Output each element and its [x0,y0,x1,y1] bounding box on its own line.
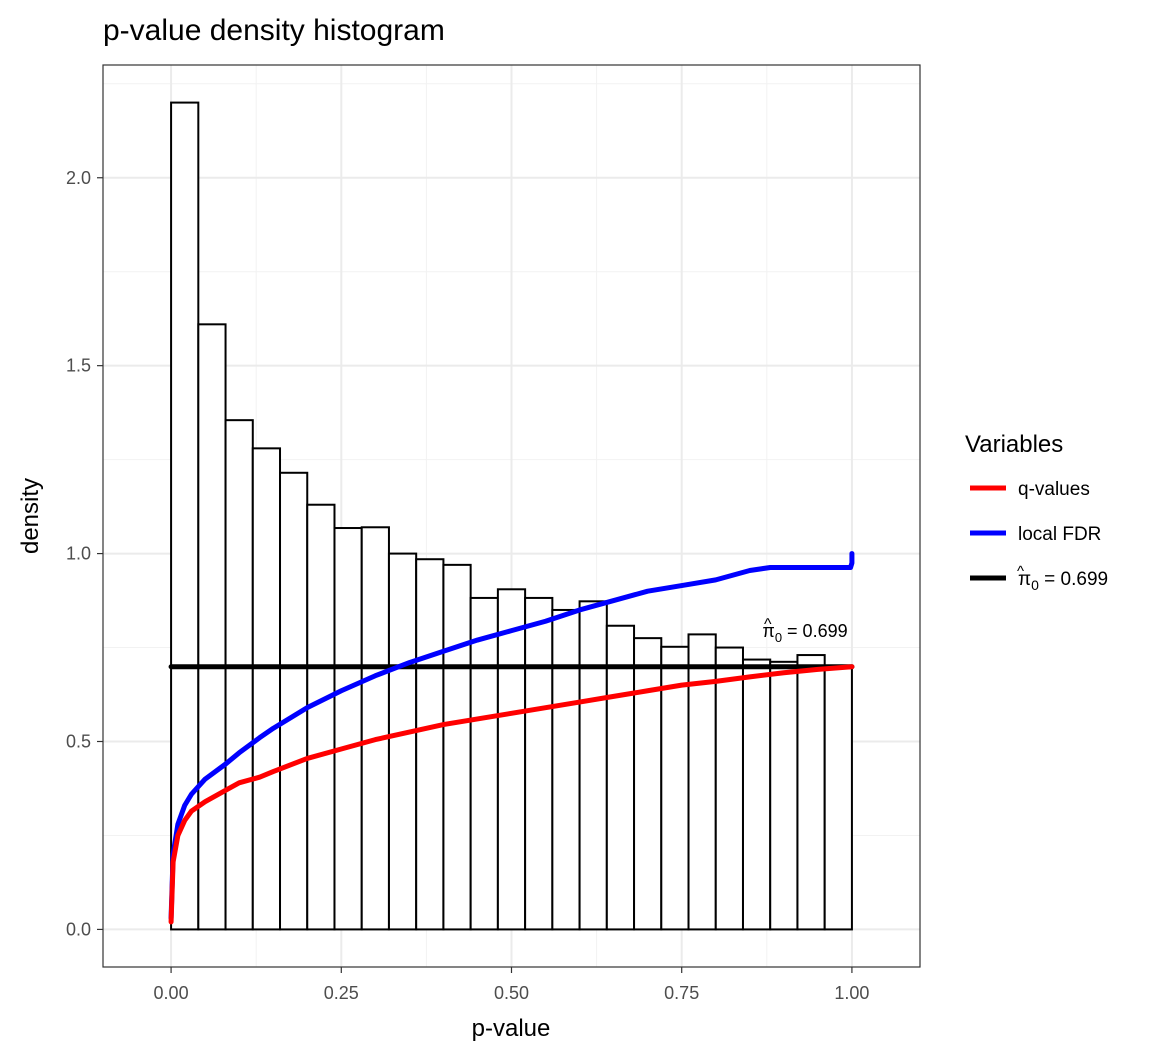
histogram-bar [197,323,227,931]
histogram-bar [714,646,744,931]
y-tick-label: 1.0 [66,544,91,564]
y-axis: 0.0 0.5 1.0 1.5 2.0 [66,168,103,939]
x-axis-title: p-value [472,1015,551,1042]
legend: Variables q-values local FDR ^ π0 = 0.69… [965,431,1108,593]
histogram-bar [360,526,390,931]
x-tick-label: 0.25 [324,983,359,1003]
histogram-bar [306,503,336,931]
pi0-annotation: π0 = 0.699 [762,621,847,645]
legend-label-pi0-subscript: 0 [1031,577,1039,593]
y-axis-title: density [17,478,44,554]
series-line-q-values [168,664,855,925]
legend-label-local-fdr: local FDR [1018,524,1101,545]
histogram-bars [170,101,853,931]
x-tick-label: 0.75 [664,983,699,1003]
x-tick-label: 0.00 [154,983,189,1003]
legend-label-pi0-hat: ^ [1017,563,1024,580]
legend-title: Variables [965,431,1063,458]
histogram-bar [387,552,418,931]
legend-label-pi0-value: = 0.699 [1039,569,1108,590]
histogram-bar [524,596,554,931]
series-lines [168,551,855,925]
histogram-bar [279,471,309,931]
histogram-bar [741,658,772,931]
legend-item-pi0: ^ π0 = 0.699 [970,563,1108,593]
y-tick-label: 2.0 [66,168,91,188]
histogram-bar [415,558,445,931]
y-tick-label: 0.0 [66,919,91,939]
histogram-bar [551,608,581,931]
histogram-bar [633,637,663,931]
legend-label-pi0: π0 = 0.699 [1018,569,1108,593]
pi0-annotation-symbol: π [762,621,774,641]
histogram-bar [496,588,527,931]
y-tick-label: 0.5 [66,732,91,752]
histogram-bar [769,660,799,931]
histogram-bar [224,419,254,931]
legend-item-local-fdr: local FDR [970,524,1101,545]
x-axis: 0.00 0.25 0.50 0.75 1.00 [154,967,869,1003]
histogram-bar [605,624,636,931]
y-tick-label: 1.5 [66,356,91,376]
legend-item-q-values: q-values [970,479,1090,500]
x-tick-label: 0.50 [494,983,529,1003]
series-line-local-fdr [168,551,855,921]
histogram-bar [333,527,363,931]
histogram-bar [251,447,282,931]
pi0-annotation-subscript: 0 [775,630,782,645]
histogram-bar [442,563,472,931]
legend-label-pi0-symbol: π [1018,569,1031,590]
histogram-bar [823,665,853,931]
pi0-annotation-hat: ^ [764,616,772,633]
legend-label-q-values: q-values [1018,479,1090,500]
chart-title: p-value density histogram [103,14,445,47]
pi0-annotation-value: = 0.699 [782,621,848,641]
x-tick-label: 1.00 [834,983,869,1003]
histogram-bar [469,596,499,931]
histogram-bar [687,633,717,931]
histogram-bar [796,654,826,931]
histogram-bar [578,600,608,931]
